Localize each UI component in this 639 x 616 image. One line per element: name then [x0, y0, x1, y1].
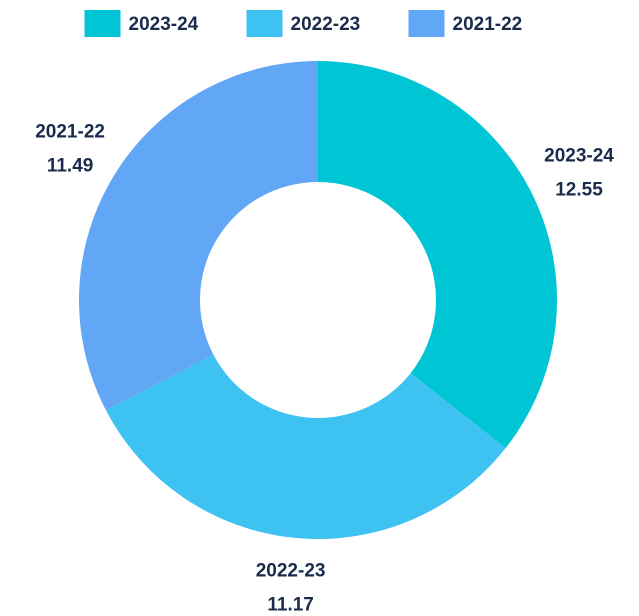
legend: 2023-24 2022-23 2021-22 [84, 10, 523, 37]
slice-category-label: 2023-24 [544, 146, 614, 167]
slice-category-label: 2022-23 [256, 561, 326, 582]
legend-label: 2023-24 [129, 14, 199, 35]
labels: 2023-24 12.55 2022-23 11.17 2021-22 11.49 [35, 122, 614, 616]
legend-swatch [408, 10, 445, 37]
legend-swatch [246, 10, 283, 37]
legend-label: 2022-23 [291, 14, 361, 35]
legend-swatch [84, 10, 121, 37]
slice-value-label: 12.55 [555, 180, 603, 201]
slices [78, 61, 557, 539]
slice-value-label: 11.49 [47, 156, 94, 177]
slice [105, 354, 506, 539]
slice-category-label: 2021-22 [35, 122, 105, 143]
slice [318, 61, 557, 449]
legend-label: 2021-22 [453, 14, 523, 35]
slice [78, 61, 318, 411]
slice-value-label: 11.17 [267, 595, 314, 611]
